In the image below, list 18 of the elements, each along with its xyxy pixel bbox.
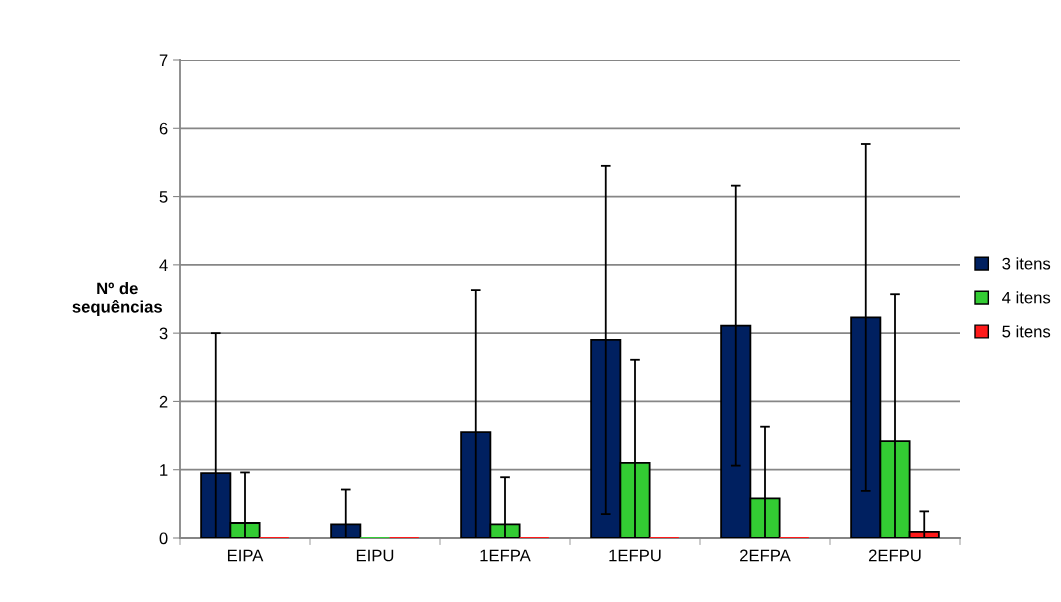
legend-label: 5 itens [1002, 325, 1051, 338]
x-tick-label: 2EFPA [740, 549, 791, 562]
x-tick-label: EIPA [227, 549, 264, 562]
y-tick-label: 1 [160, 464, 168, 476]
y-axis-title: Nº de sequências [72, 282, 162, 316]
y-tick-label: 7 [159, 54, 168, 67]
x-tick-label: EIPU [356, 549, 394, 562]
legend-label: 4 itens [1002, 291, 1051, 304]
y-tick-label: 2 [159, 395, 168, 408]
x-tick-label: 2EFPU [868, 549, 921, 562]
x-tick-label: 1EFPU [609, 549, 661, 562]
y-tick-label: 3 [159, 327, 168, 340]
y-tick-label: 0 [159, 532, 168, 545]
y-tick-label: 4 [159, 259, 168, 271]
legend-label: 3 itens [1002, 257, 1051, 270]
y-tick-label: 5 [159, 191, 168, 203]
x-tick-label: 1EFPA [480, 549, 531, 562]
y-tick-label: 6 [159, 122, 168, 135]
